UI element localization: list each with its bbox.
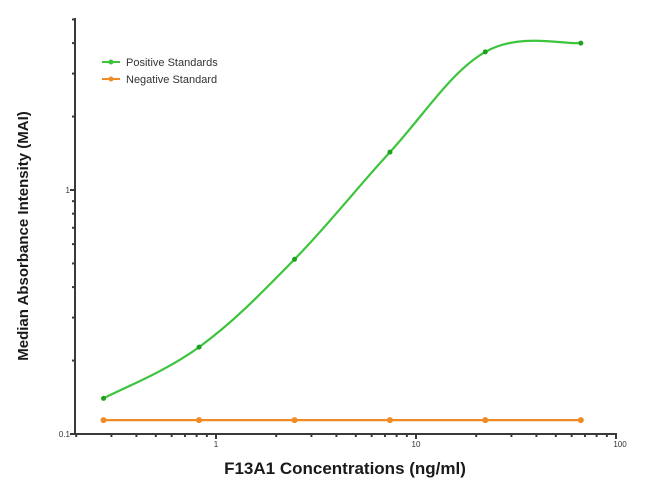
legend-dot-positive-icon [108, 59, 114, 65]
legend: Positive Standards Negative Standard [102, 57, 218, 86]
y-axis-ticks [70, 18, 75, 435]
data-point [577, 417, 584, 424]
x-tick-label-10: 10 [412, 440, 421, 449]
data-point [196, 417, 203, 424]
data-point [100, 417, 107, 424]
x-axis-ticks [75, 434, 617, 439]
y-axis-title: Median Absorbance Intensity (MAI) [15, 111, 32, 360]
legend-label-negative: Negative Standard [126, 74, 217, 86]
data-point [101, 395, 107, 401]
data-point [196, 344, 202, 350]
legend-item-positive: Positive Standards [102, 57, 218, 69]
data-point [292, 256, 298, 262]
legend-label-positive: Positive Standards [126, 57, 218, 69]
data-point [291, 417, 298, 424]
x-tick-label-100: 100 [613, 440, 627, 449]
legend-item-negative: Negative Standard [102, 74, 217, 86]
y-tick-label-1: 1 [66, 186, 71, 195]
data-point [578, 40, 584, 46]
legend-dot-negative-icon [108, 76, 114, 82]
data-point [386, 417, 393, 424]
plot-series [100, 39, 584, 424]
data-point [387, 149, 393, 155]
axes [70, 18, 617, 439]
x-tick-label-1: 1 [214, 440, 219, 449]
x-axis-title: F13A1 Concentrations (ng/ml) [224, 459, 466, 478]
data-point [482, 417, 489, 424]
data-point [482, 49, 488, 55]
series-line-0 [103, 39, 581, 400]
y-tick-label-0.1: 0.1 [59, 430, 71, 439]
